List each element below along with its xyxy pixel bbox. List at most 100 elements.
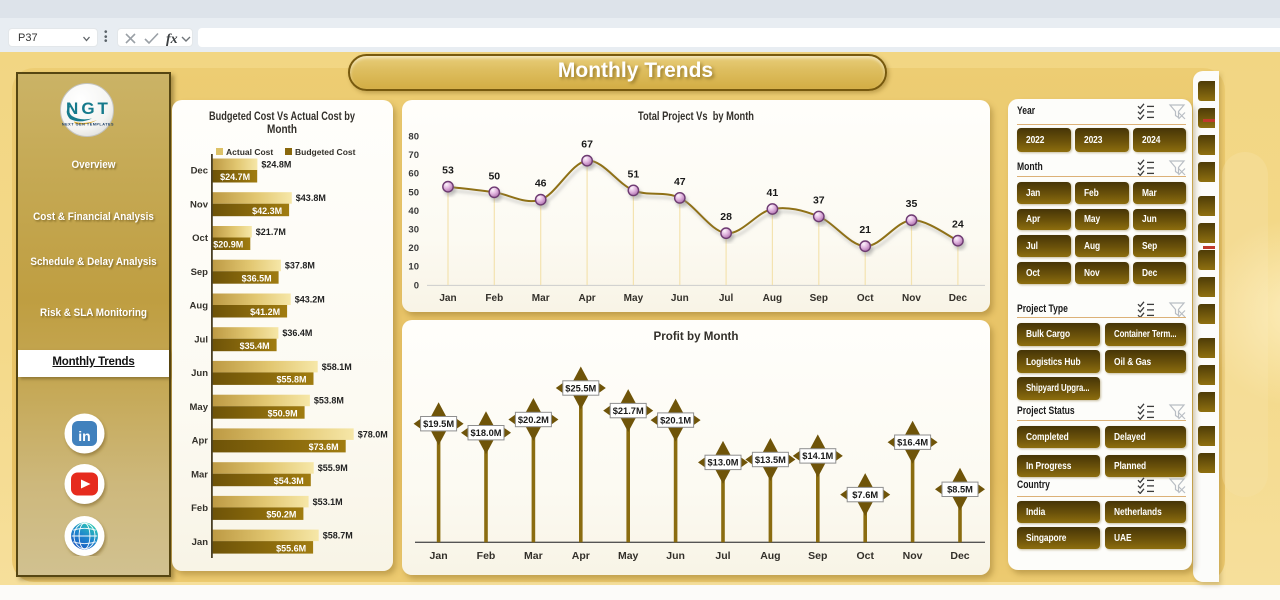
svg-text:Dec: Dec (950, 550, 969, 562)
svg-text:Profit by Month: Profit by Month (654, 331, 739, 343)
svg-text:Aug: Aug (760, 550, 780, 562)
svg-text:70: 70 (408, 150, 419, 161)
svg-text:Budgeted Cost Vs Actual Cost b: Budgeted Cost Vs Actual Cost by (209, 111, 355, 123)
svg-text:Jan: Jan (430, 550, 448, 562)
svg-text:0: 0 (414, 280, 419, 291)
svg-text:$43.2M: $43.2M (295, 295, 325, 305)
svg-text:$55.9M: $55.9M (318, 463, 348, 473)
svg-text:$20.1M: $20.1M (660, 415, 691, 425)
svg-text:$58.7M: $58.7M (323, 531, 353, 541)
svg-text:Jun: Jun (191, 368, 208, 379)
svg-text:Dec: Dec (191, 166, 208, 177)
svg-text:$43.8M: $43.8M (296, 193, 326, 203)
svg-text:Total Project Vs by Month: Total Project Vs by Month (638, 111, 754, 123)
svg-text:$20.2M: $20.2M (518, 415, 549, 425)
svg-text:$19.5M: $19.5M (423, 419, 454, 429)
svg-text:Jun: Jun (671, 293, 689, 304)
svg-text:Sep: Sep (810, 293, 828, 304)
svg-text:$7.6M: $7.6M (852, 490, 878, 500)
svg-text:$58.1M: $58.1M (322, 362, 352, 372)
svg-text:Apr: Apr (192, 436, 209, 447)
svg-text:$35.4M: $35.4M (240, 341, 270, 351)
svg-text:Oct: Oct (192, 233, 209, 244)
svg-text:$50.2M: $50.2M (266, 510, 296, 520)
svg-text:Mar: Mar (191, 469, 208, 480)
svg-text:$36.4M: $36.4M (282, 328, 312, 338)
svg-text:$50.9M: $50.9M (268, 408, 298, 418)
svg-text:37: 37 (813, 195, 825, 207)
svg-text:Jan: Jan (439, 293, 456, 304)
svg-text:53: 53 (442, 165, 454, 177)
svg-text:Apr: Apr (578, 293, 595, 304)
svg-text:60: 60 (408, 169, 419, 180)
svg-text:Feb: Feb (477, 550, 496, 562)
svg-text:Mar: Mar (532, 293, 550, 304)
svg-text:$54.3M: $54.3M (274, 476, 304, 486)
svg-text:35: 35 (906, 198, 918, 210)
svg-text:67: 67 (581, 139, 593, 151)
svg-text:Dec: Dec (949, 293, 968, 304)
svg-text:$13.0M: $13.0M (707, 458, 738, 468)
svg-text:Sep: Sep (808, 550, 827, 562)
svg-text:$21.7M: $21.7M (256, 227, 286, 237)
svg-text:$24.8M: $24.8M (261, 160, 291, 170)
svg-text:$20.9M: $20.9M (213, 240, 243, 250)
svg-text:$21.7M: $21.7M (613, 406, 644, 416)
svg-text:Jan: Jan (192, 537, 209, 548)
svg-text:in: in (78, 428, 90, 444)
svg-text:$37.8M: $37.8M (285, 261, 315, 271)
svg-text:28: 28 (720, 211, 732, 223)
svg-text:$42.3M: $42.3M (252, 206, 282, 216)
svg-text:May: May (624, 293, 644, 304)
svg-text:51: 51 (628, 168, 640, 180)
svg-text:$53.1M: $53.1M (313, 497, 343, 507)
svg-text:24: 24 (952, 219, 964, 231)
svg-text:80: 80 (408, 132, 419, 143)
svg-text:50: 50 (408, 187, 419, 198)
svg-text:50: 50 (488, 170, 500, 182)
svg-text:Jul: Jul (194, 334, 208, 345)
svg-text:47: 47 (674, 176, 686, 188)
svg-text:46: 46 (535, 178, 547, 190)
svg-text:Aug: Aug (190, 301, 209, 312)
svg-text:21: 21 (859, 224, 871, 236)
svg-text:Nov: Nov (903, 550, 923, 562)
svg-text:$18.0M: $18.0M (470, 428, 501, 438)
svg-text:Jul: Jul (719, 293, 734, 304)
svg-text:Budgeted Cost: Budgeted Cost (295, 147, 356, 157)
svg-text:$55.8M: $55.8M (276, 375, 306, 385)
svg-text:Feb: Feb (485, 293, 503, 304)
svg-text:NGT: NGT (66, 99, 111, 118)
svg-text:$24.7M: $24.7M (220, 172, 250, 182)
svg-text:20: 20 (408, 243, 419, 254)
svg-text:Month: Month (267, 124, 297, 136)
svg-text:$41.2M: $41.2M (250, 307, 280, 317)
svg-text:May: May (618, 550, 639, 562)
svg-text:Oct: Oct (856, 550, 874, 562)
svg-text:$73.6M: $73.6M (309, 442, 339, 452)
svg-text:Jul: Jul (715, 550, 730, 562)
svg-text:$36.5M: $36.5M (242, 273, 272, 283)
svg-text:Sep: Sep (191, 267, 209, 278)
svg-text:Oct: Oct (857, 293, 874, 304)
svg-text:fx: fx (166, 32, 178, 47)
svg-text:May: May (190, 402, 209, 413)
svg-text:$8.5M: $8.5M (947, 485, 973, 495)
svg-text:Nov: Nov (190, 199, 209, 210)
svg-text:Jun: Jun (666, 550, 685, 562)
svg-text:Mar: Mar (524, 550, 543, 562)
svg-text:10: 10 (408, 262, 419, 273)
svg-text:41: 41 (767, 187, 779, 199)
svg-text:40: 40 (408, 206, 419, 217)
svg-text:30: 30 (408, 225, 419, 236)
svg-text:$14.1M: $14.1M (802, 451, 833, 461)
svg-text:Nov: Nov (902, 293, 921, 304)
svg-text:$16.4M: $16.4M (897, 438, 928, 448)
svg-text:$53.8M: $53.8M (314, 396, 344, 406)
svg-text:Feb: Feb (191, 503, 208, 514)
svg-text:$25.5M: $25.5M (565, 383, 596, 393)
svg-text:Actual Cost: Actual Cost (226, 147, 273, 157)
svg-text:$13.5M: $13.5M (755, 455, 786, 465)
svg-text:Aug: Aug (763, 293, 782, 304)
svg-text:$78.0M: $78.0M (358, 429, 388, 439)
